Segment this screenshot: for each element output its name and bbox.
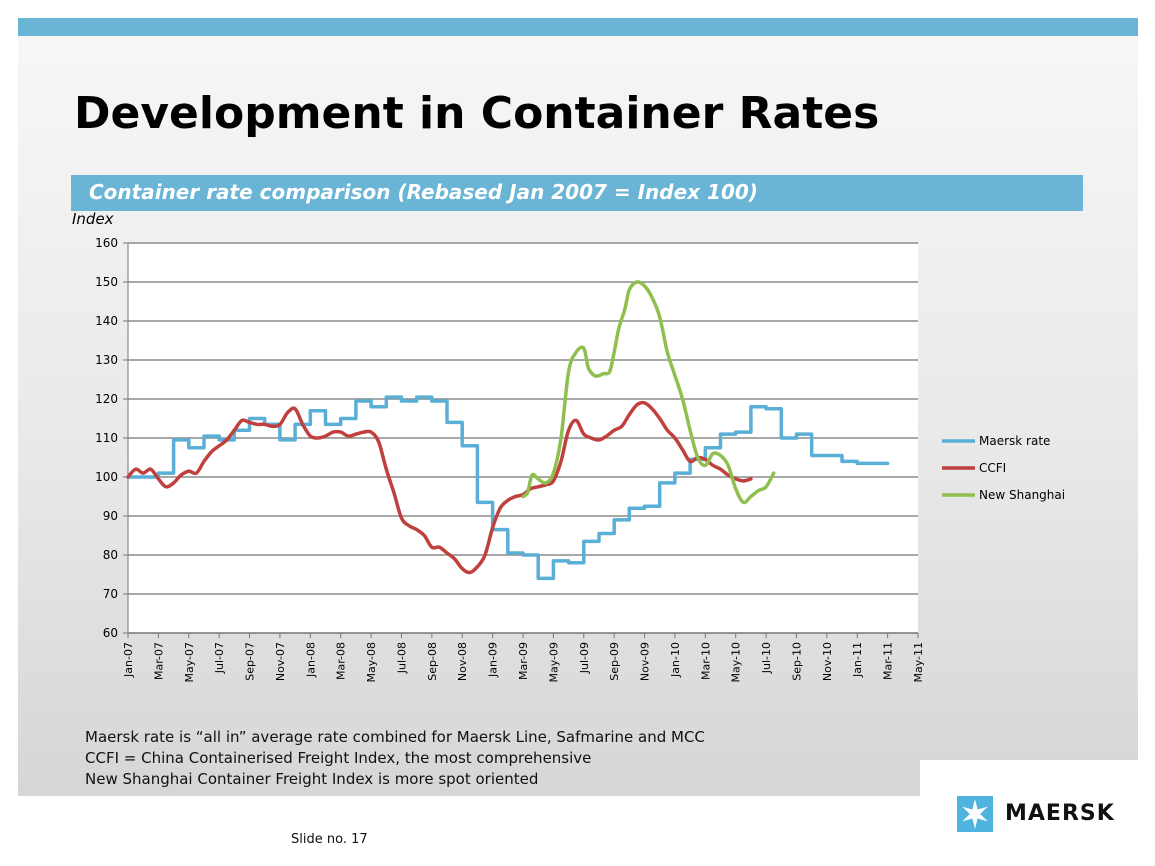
slide-title: Development in Container Rates	[74, 88, 880, 139]
x-tick-label: Jul-09	[578, 642, 591, 674]
footnotes: Maersk rate is “all in” average rate com…	[85, 727, 705, 790]
x-tick-label: May-10	[730, 642, 743, 683]
x-tick-label: Mar-07	[152, 642, 165, 680]
x-tick-label: Jul-07	[213, 642, 226, 674]
x-tick-label: May-07	[183, 642, 196, 683]
y-tick-label: 110	[95, 431, 118, 445]
footnote-shanghai: New Shanghai Container Freight Index is …	[85, 770, 539, 788]
footnote-maersk: Maersk rate is “all in” average rate com…	[85, 728, 705, 746]
y-tick-label: 150	[95, 275, 118, 289]
y-axis-label: Index	[72, 210, 114, 228]
axes	[123, 242, 919, 638]
legend-label-maersk-rate: Maersk rate	[979, 434, 1050, 448]
x-tick-label: Jan-07	[122, 642, 135, 678]
y-tick-labels: 60 70 80 90 100 110 120 130 140 150 160	[95, 236, 118, 640]
x-tick-label: Sep-10	[790, 642, 803, 681]
y-tick-label: 70	[103, 587, 118, 601]
x-tick-label: Sep-09	[608, 642, 621, 681]
series-line-new-shanghai	[521, 280, 776, 505]
y-tick-label: 140	[95, 314, 118, 328]
x-tick-label: Sep-08	[426, 642, 439, 681]
x-tick-label: Jul-10	[760, 642, 773, 674]
series-line-maersk-rate	[126, 395, 890, 581]
x-tick-label: May-08	[365, 642, 378, 683]
top-accent-bar	[18, 18, 1138, 36]
y-tick-label: 160	[95, 236, 118, 250]
footnote-ccfi: CCFI = China Containerised Freight Index…	[85, 749, 592, 767]
x-tick-label: Nov-10	[821, 642, 834, 681]
maersk-star-icon	[957, 796, 993, 832]
y-tick-label: 120	[95, 392, 118, 406]
y-tick-label: 90	[103, 509, 118, 523]
legend-label-new-shanghai: New Shanghai	[979, 488, 1065, 502]
x-tick-labels: Jan-07 Mar-07 May-07 Jul-07 Sep-07 Nov-07 Jan-…	[122, 642, 925, 683]
x-tick-label: Mar-08	[335, 642, 348, 680]
x-tick-label: Jul-08	[395, 642, 408, 674]
x-tick-label: Jan-11	[851, 642, 864, 678]
x-tick-label: Nov-09	[639, 642, 652, 681]
y-tick-label: 130	[95, 353, 118, 367]
x-tick-label: May-11	[912, 642, 925, 683]
slide-number: Slide no. 17	[291, 832, 368, 847]
x-tick-label: May-09	[547, 642, 560, 683]
legend-label-ccfi: CCFI	[979, 461, 1006, 475]
x-tick-label: Jan-08	[304, 642, 317, 678]
x-tick-label: Jan-09	[487, 642, 500, 678]
subtitle-bar: Container rate comparison (Rebased Jan 2…	[71, 175, 1083, 211]
chart-subtitle: Container rate comparison (Rebased Jan 2…	[89, 180, 758, 204]
x-tick-label: Mar-11	[882, 642, 895, 680]
y-tick-label: 60	[103, 626, 118, 640]
maersk-logo-text: MAERSK	[1005, 801, 1115, 826]
y-tick-label: 100	[95, 470, 118, 484]
series-line-ccfi	[126, 400, 753, 575]
series-lines	[126, 280, 890, 581]
legend: Maersk rate CCFI New Shanghai	[942, 434, 1065, 502]
y-tick-label: 80	[103, 548, 118, 562]
x-tick-label: Nov-07	[274, 642, 287, 681]
x-tick-label: Nov-08	[456, 642, 469, 681]
x-tick-label: Mar-09	[517, 642, 530, 680]
x-tick-label: Sep-07	[244, 642, 257, 681]
x-tick-label: Jan-10	[669, 642, 682, 678]
x-tick-label: Mar-10	[699, 642, 712, 680]
